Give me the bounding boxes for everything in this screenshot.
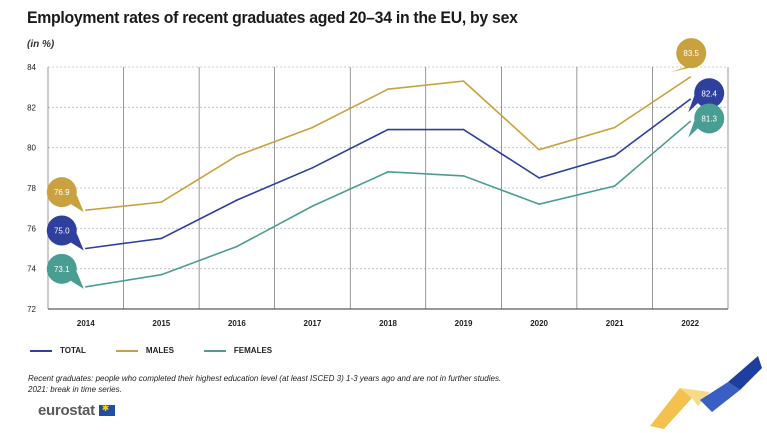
data-point-total [160, 237, 163, 240]
bubble-circle [46, 215, 77, 246]
data-point-males [462, 80, 465, 82]
y-tick-label: 76 [27, 224, 36, 233]
data-point-total [311, 167, 314, 169]
data-point-females [689, 120, 692, 123]
data-point-females [538, 203, 540, 205]
annotation-bubble-females: 73.1 [46, 253, 84, 289]
data-label: 82.4 [701, 89, 717, 98]
footnote: Recent graduates: people who completed t… [28, 373, 501, 395]
eu-flag-icon [98, 403, 115, 416]
footnote-line-2: 2021: break in time series. [28, 385, 122, 394]
data-point-total [538, 177, 540, 179]
data-point-males [387, 88, 389, 90]
y-tick-label: 72 [27, 305, 36, 314]
chart-legend: TOTAL MALES FEMALES [30, 346, 272, 355]
data-point-total [462, 128, 465, 131]
legend-item-females: FEMALES [203, 346, 273, 355]
data-point-females [160, 273, 163, 276]
chart-title: Employment rates of recent graduates age… [27, 8, 518, 27]
eurostat-logo: eurostat [38, 402, 115, 419]
annotation-bubble-total: 82.4 [688, 78, 725, 113]
legend-label-females: FEMALES [233, 346, 273, 355]
logo-wordmark: eurostat [38, 402, 95, 419]
x-tick-label: 2018 [379, 319, 397, 328]
annotation-bubble-total: 75.0 [46, 215, 84, 251]
data-point-females [462, 175, 465, 177]
data-point-total [689, 98, 692, 101]
x-tick-label: 2014 [77, 319, 95, 328]
legend-swatch-males [115, 349, 138, 352]
x-tick-label: 2021 [606, 319, 624, 328]
series-line-total [85, 98, 691, 250]
data-point-total [613, 154, 616, 157]
legend-swatch-total [30, 349, 52, 352]
data-label: 75.0 [54, 227, 70, 236]
x-tick-label: 2022 [681, 319, 699, 328]
legend-label-total: TOTAL [60, 346, 86, 355]
legend-item-males: MALES [115, 346, 174, 355]
data-point-total [387, 128, 389, 131]
data-point-males [613, 126, 616, 129]
y-tick-label: 74 [27, 265, 36, 274]
annotation-bubble-males: 76.9 [46, 177, 84, 213]
data-point-total [236, 199, 238, 201]
data-point-females [84, 286, 87, 288]
annotation-bubble-females: 81.3 [688, 103, 725, 138]
bubble-circle [676, 38, 707, 69]
data-point-males [84, 209, 87, 211]
annotation-bubble-males: 83.5 [670, 38, 707, 73]
unit-label: (in %) [27, 39, 55, 50]
data-point-total [84, 247, 87, 250]
bubble-circle [46, 177, 77, 208]
y-tick-label: 82 [27, 103, 36, 112]
data-point-females [613, 185, 616, 187]
chart-series [84, 76, 692, 288]
x-tick-label: 2015 [152, 319, 170, 328]
data-point-females [236, 245, 238, 248]
data-label: 81.3 [701, 114, 717, 123]
x-tick-label: 2020 [530, 319, 548, 328]
x-tick-label: 2017 [304, 319, 322, 328]
y-tick-label: 78 [27, 184, 36, 193]
bubble-circle [694, 78, 725, 109]
data-point-males [160, 201, 163, 203]
x-tick-label: 2016 [228, 319, 246, 328]
decorative-chevron-icon [650, 356, 762, 429]
data-point-males [538, 148, 540, 151]
x-axis-ticks: 2014 2015 2016 2017 2018 2019 2020 2021 2022 [77, 319, 700, 328]
chart-grid [47, 66, 729, 310]
legend-label-males: MALES [145, 346, 174, 355]
legend-swatch-females [203, 349, 226, 352]
bubble-circle [694, 103, 725, 134]
data-point-males [311, 126, 314, 129]
y-tick-label: 84 [27, 63, 36, 72]
data-label: 73.1 [54, 265, 70, 274]
y-axis-ticks: 72 74 76 78 80 82 84 [27, 63, 36, 314]
chart-annotations: 76.9 75.0 73.1 83.5 82.4 81.3 [46, 38, 725, 289]
data-label: 83.5 [683, 49, 699, 58]
y-tick-label: 80 [27, 144, 36, 153]
footnote-line-1: Recent graduates: people who completed t… [28, 374, 502, 383]
data-point-males [689, 76, 692, 78]
bubble-circle [46, 253, 77, 284]
data-point-females [311, 205, 314, 207]
data-label: 76.9 [54, 188, 70, 197]
data-point-males [236, 154, 238, 157]
legend-item-total: TOTAL [30, 346, 86, 355]
series-line-females [85, 120, 691, 288]
x-tick-label: 2019 [455, 319, 473, 328]
data-point-females [387, 171, 389, 173]
